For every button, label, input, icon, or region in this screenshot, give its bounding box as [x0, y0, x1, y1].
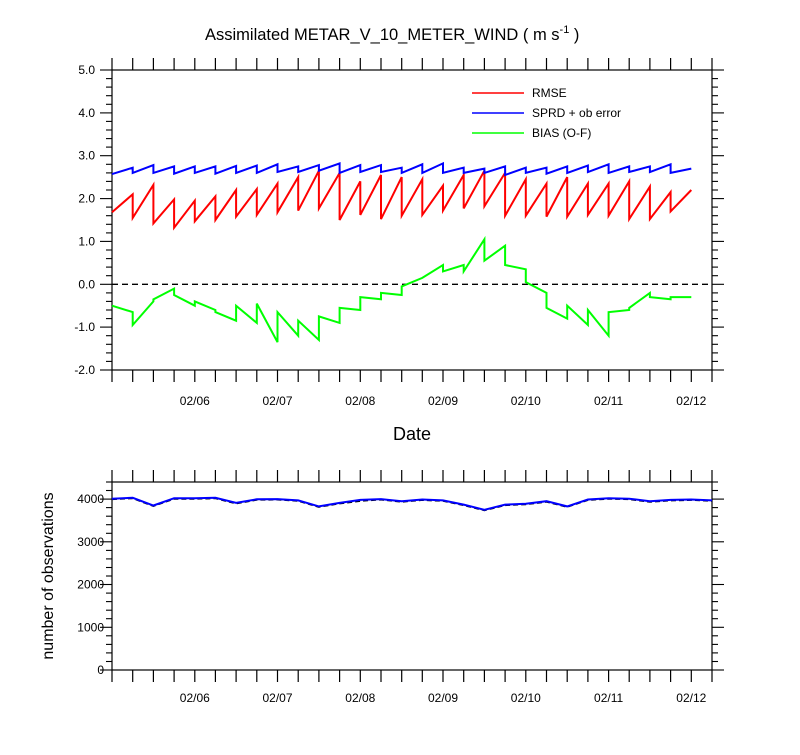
spread-line — [111, 161, 692, 177]
rmse-line — [111, 169, 693, 231]
x-tick-label: 02/06 — [180, 691, 210, 705]
observation-series — [111, 496, 713, 512]
x-tick-label: 02/12 — [676, 691, 706, 705]
x-tick-label: 02/08 — [345, 394, 375, 408]
y-tick-label: 1000 — [77, 620, 104, 634]
x-tick-label: 02/09 — [428, 691, 458, 705]
statistics-y-axis: -2.0 -1.0 0.0 1.0 2.0 3.0 4.0 5.0 — [74, 63, 724, 377]
x-tick-label: 02/10 — [511, 691, 541, 705]
y-tick-label: 0.0 — [78, 277, 95, 291]
x-tick-label: 02/09 — [428, 394, 458, 408]
x-tick-label: 02/07 — [262, 691, 292, 705]
x-tick-label: 02/10 — [511, 394, 541, 408]
x-tick-label: 02/06 — [180, 394, 210, 408]
y-tick-label: -2.0 — [74, 363, 95, 377]
bias-line — [111, 235, 692, 343]
x-axis-title: Date — [393, 424, 431, 444]
chart-title-main: Assimilated METAR_V_10_METER_WIND ( m s — [205, 26, 560, 44]
observation-y-axis: 0 1000 2000 3000 4000 — [77, 481, 724, 677]
x-tick-label: 02/11 — [594, 691, 623, 705]
y-tick-label: 5.0 — [78, 63, 95, 77]
legend-label-bias-line: BIAS (O-F) — [532, 126, 591, 140]
y-axis-title-observations: number of observations — [40, 492, 57, 659]
statistics-series — [111, 161, 712, 343]
y-tick-label: -1.0 — [74, 320, 95, 334]
observation-x-axis: 02/06 02/07 02/08 02/09 02/10 02/11 02/12 — [111, 470, 713, 705]
x-tick-label: 02/08 — [345, 691, 375, 705]
statistics-plot-frame — [111, 69, 713, 371]
chart-title: Assimilated METAR_V_10_METER_WIND ( m s-… — [205, 24, 579, 44]
y-tick-label: 4000 — [77, 492, 104, 506]
statistics-x-axis: 02/06 02/07 02/08 02/09 02/10 02/11 02/12 — [111, 58, 713, 408]
y-tick-label: 2000 — [77, 578, 104, 592]
y-tick-label: 3.0 — [78, 149, 95, 163]
observation-plot-frame — [111, 481, 713, 671]
statistics-panel: -2.0-1.00.01.02.03.04.05.0 02/06 02/07 02/… — [74, 58, 724, 408]
x-tick-label: 02/11 — [594, 394, 623, 408]
x-tick-label: 02/07 — [262, 394, 292, 408]
legend-label-rmse-line: RMSE — [532, 86, 567, 100]
chart-title-exponent: -1 — [560, 24, 570, 36]
y-tick-label: 0 — [97, 663, 104, 677]
legend: RMSE SPRD + ob error BIAS (O-F) — [472, 86, 621, 140]
y-tick-label: 3000 — [77, 535, 104, 549]
x-tick-label: 02/12 — [676, 394, 706, 408]
legend-label-spread-line: SPRD + ob error — [532, 106, 621, 120]
chart-title-close: ) — [569, 26, 579, 44]
observations-used-line — [111, 496, 713, 511]
y-tick-label: 1.0 — [78, 234, 95, 248]
y-tick-label: 2.0 — [78, 192, 95, 206]
y-tick-label: 4.0 — [78, 106, 95, 120]
